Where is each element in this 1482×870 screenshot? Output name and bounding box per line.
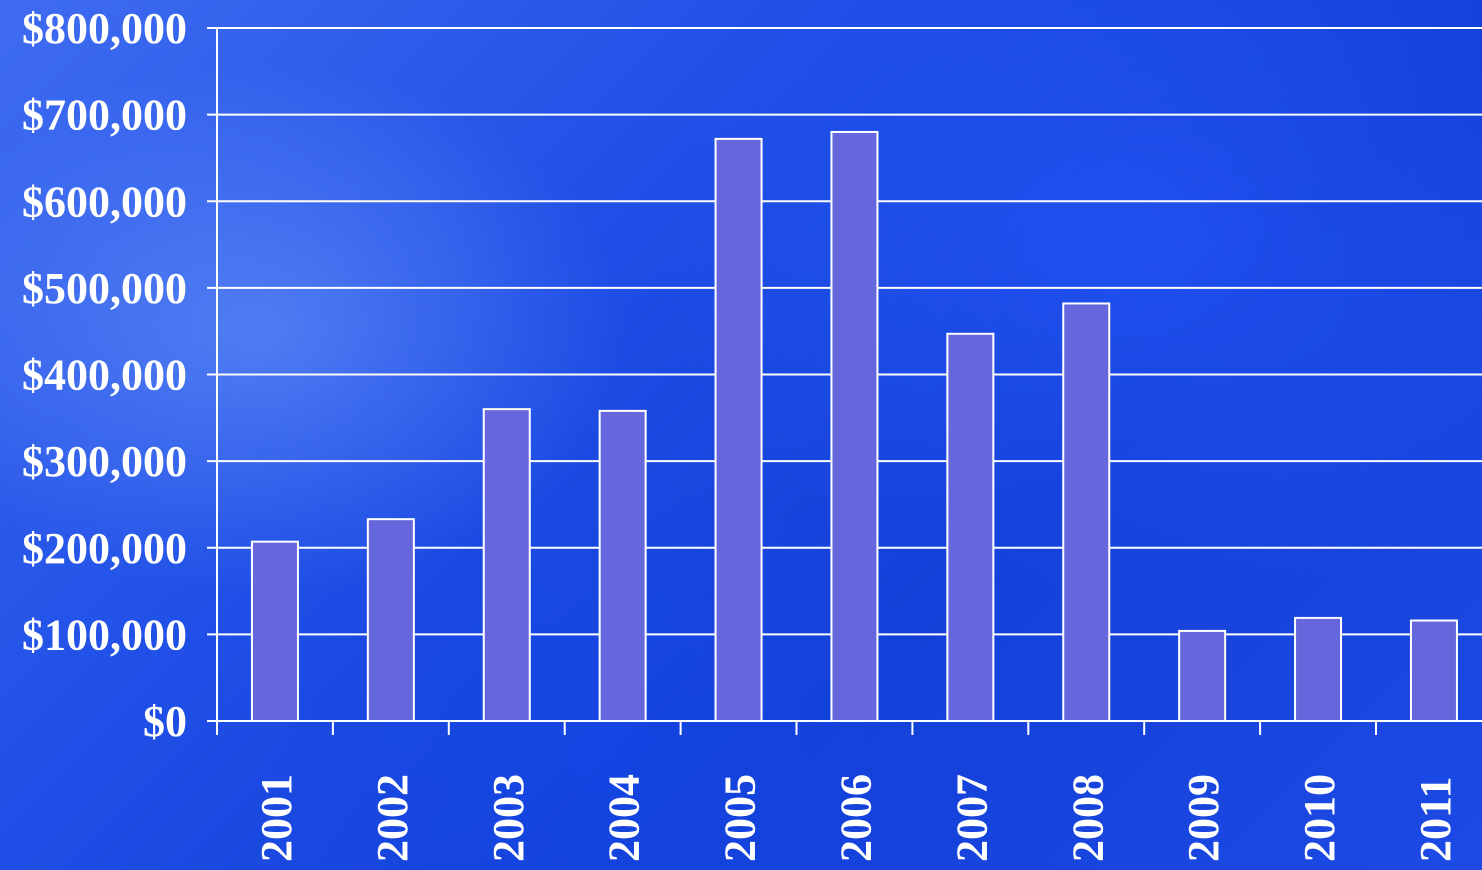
x-tick-label: 2005: [716, 774, 765, 862]
x-tick-label: 2008: [1063, 774, 1112, 862]
y-tick-label: $800,000: [22, 4, 187, 53]
x-tick-label: 2002: [368, 774, 417, 862]
x-tick-label: 2001: [252, 774, 301, 862]
bar-2002: [366, 518, 415, 722]
bar-2003: [482, 408, 531, 722]
bar-2008: [1062, 302, 1111, 722]
axes: [207, 27, 1482, 735]
y-tick-label: $500,000: [22, 264, 187, 313]
x-tick-label: 2003: [484, 774, 533, 862]
bar-2009: [1178, 629, 1227, 722]
bar-2006: [830, 130, 879, 722]
x-tick-label: 2011: [1411, 776, 1460, 862]
x-tick-label: 2006: [831, 774, 880, 862]
y-tick-label: $400,000: [22, 351, 187, 400]
x-tick-label: 2010: [1295, 774, 1344, 862]
bars: [250, 130, 1458, 723]
x-tick-label: 2009: [1179, 774, 1228, 862]
y-tick-labels: $0 $100,000 $200,000 $300,000 $400,000 $500,0…: [22, 4, 187, 746]
x-tick-labels: 2001 2002 2003 2004 2005 2006 2007 2008 2009 2010…: [252, 774, 1460, 862]
bar-2004: [598, 409, 647, 722]
y-tick-label: $600,000: [22, 177, 187, 226]
bar-2011: [1409, 619, 1458, 723]
y-tick-label: $300,000: [22, 437, 187, 486]
bar-2007: [946, 332, 995, 722]
y-tick-label: $700,000: [22, 91, 187, 140]
x-tick-label: 2004: [600, 774, 649, 862]
y-tick-label: $100,000: [22, 610, 187, 659]
bar-2010: [1294, 616, 1343, 723]
bar-2005: [714, 137, 763, 722]
y-tick-label: $0: [143, 697, 187, 746]
bar-2001: [250, 540, 299, 723]
x-tick-label: 2007: [947, 774, 996, 862]
y-tick-label: $200,000: [22, 524, 187, 573]
